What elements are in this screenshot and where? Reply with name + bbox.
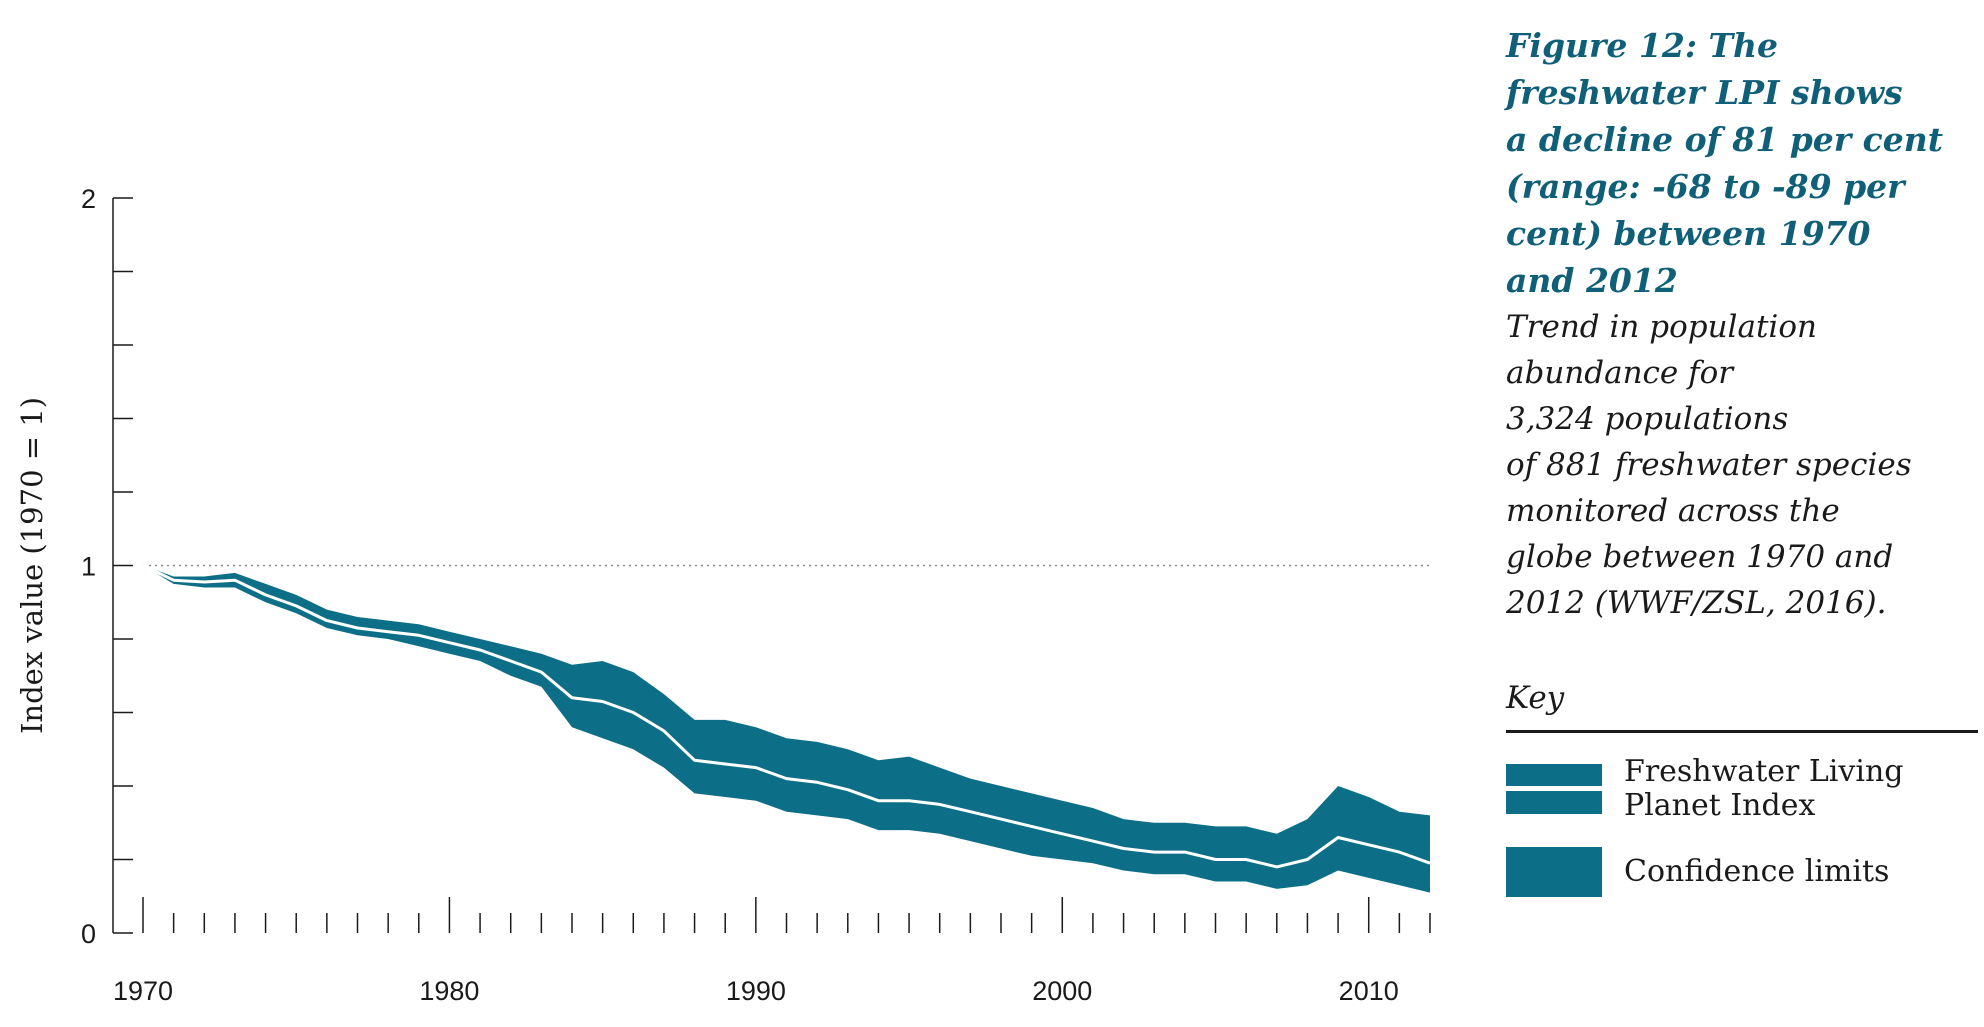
figure-caption: Figure 12: The freshwater LPI shows a de… (1506, 22, 1966, 626)
legend-label-line: Planet Index (1624, 788, 1816, 823)
figure-subtitle-line: Trend in population (1506, 309, 1817, 345)
legend-label-line: Freshwater Living (1624, 754, 1904, 789)
index-line (142, 564, 1431, 869)
figure-title-line: a decline of 81 per cent (1506, 120, 1943, 159)
index-point (1091, 840, 1094, 843)
y-tick-label: 0 (81, 919, 96, 949)
index-point (509, 660, 512, 663)
index-point (601, 700, 604, 703)
index-point (1275, 865, 1278, 868)
index-point (1061, 832, 1064, 835)
figure-title-line: cent) between 1970 (1506, 214, 1871, 253)
figure-title: Figure 12: The freshwater LPI shows a de… (1506, 22, 1966, 304)
index-point (1429, 862, 1432, 865)
figure-title-line: Figure 12: The (1506, 26, 1779, 65)
index-point (1306, 858, 1309, 861)
legend-swatch-confidence (1506, 847, 1602, 897)
index-point (1398, 851, 1401, 854)
figure-title-line: and 2012 (1506, 261, 1678, 300)
legend-divider (1506, 730, 1978, 733)
y-axis-title: Index value (1970 = 1) (15, 397, 49, 734)
x-tick-label: 2000 (1032, 976, 1092, 1006)
index-point (571, 696, 574, 699)
index-point (1245, 858, 1248, 861)
figure-subtitle: Trend in population abundance for 3,324 … (1506, 304, 1966, 626)
index-point (816, 781, 819, 784)
figure-subtitle-line: 2012 (WWF/ZSL, 2016). (1506, 585, 1887, 621)
index-point (1000, 818, 1003, 821)
index-point (233, 579, 236, 582)
index-point (1337, 836, 1340, 839)
figure-subtitle-line: globe between 1970 and (1506, 539, 1894, 575)
index-point (1183, 851, 1186, 854)
index-point (693, 759, 696, 762)
legend-label-confidence: Confidence limits (1624, 855, 1889, 889)
figure-subtitle-line: abundance for (1506, 355, 1734, 391)
figure-title-line: (range: -68 to -89 per (1506, 167, 1905, 206)
figure-subtitle-line: of 881 freshwater species (1506, 447, 1912, 483)
index-point (877, 799, 880, 802)
legend-title: Key (1506, 680, 1565, 716)
index-point (754, 766, 757, 769)
y-tick-label: 2 (81, 184, 96, 214)
index-point (264, 593, 267, 596)
index-point (908, 799, 911, 802)
data-points (142, 564, 1432, 868)
index-point (142, 564, 145, 567)
figure-subtitle-line: 3,324 populations (1506, 401, 1789, 437)
index-point (479, 649, 482, 652)
index-point (846, 788, 849, 791)
figure-title-line: freshwater LPI shows (1506, 73, 1903, 112)
x-tick-label: 1980 (419, 976, 479, 1006)
y-tick-label: 1 (81, 552, 96, 582)
index-point (1367, 843, 1370, 846)
index-point (203, 581, 206, 584)
y-axis: 0 1 2 (81, 184, 133, 949)
index-point (172, 579, 175, 582)
legend: Key Freshwater Living Planet Index Confi… (1506, 680, 1978, 921)
index-point (938, 803, 941, 806)
legend-swatch-index (1506, 764, 1602, 814)
index-point (417, 634, 420, 637)
legend-label-line: Confidence limits (1624, 854, 1890, 889)
index-point (1153, 851, 1156, 854)
index-point (785, 777, 788, 780)
legend-label-index: Freshwater Living Planet Index (1624, 755, 1903, 823)
index-point (1122, 847, 1125, 850)
index-point (1214, 858, 1217, 861)
index-point (356, 626, 359, 629)
index-point (724, 762, 727, 765)
x-tick-label: 1970 (113, 976, 173, 1006)
index-point (448, 641, 451, 644)
x-tick-label: 1990 (726, 976, 786, 1006)
index-point (540, 671, 543, 674)
figure-subtitle-line: monitored across the (1506, 493, 1840, 529)
index-point (387, 630, 390, 633)
index-point (295, 604, 298, 607)
index-point (662, 729, 665, 732)
index-point (632, 711, 635, 714)
chart: 0 1 2 1970 1980 1990 2000 2010 Index value (19… (15, 184, 1432, 1006)
x-axis: 1970 1980 1990 2000 2010 (113, 897, 1431, 1006)
legend-item-confidence: Confidence limits (1506, 847, 1978, 897)
index-point (969, 810, 972, 813)
x-tick-label: 2010 (1339, 976, 1399, 1006)
legend-item-index: Freshwater Living Planet Index (1506, 755, 1978, 823)
confidence-band (143, 565, 1430, 893)
index-point (1030, 825, 1033, 828)
index-point (325, 619, 328, 622)
